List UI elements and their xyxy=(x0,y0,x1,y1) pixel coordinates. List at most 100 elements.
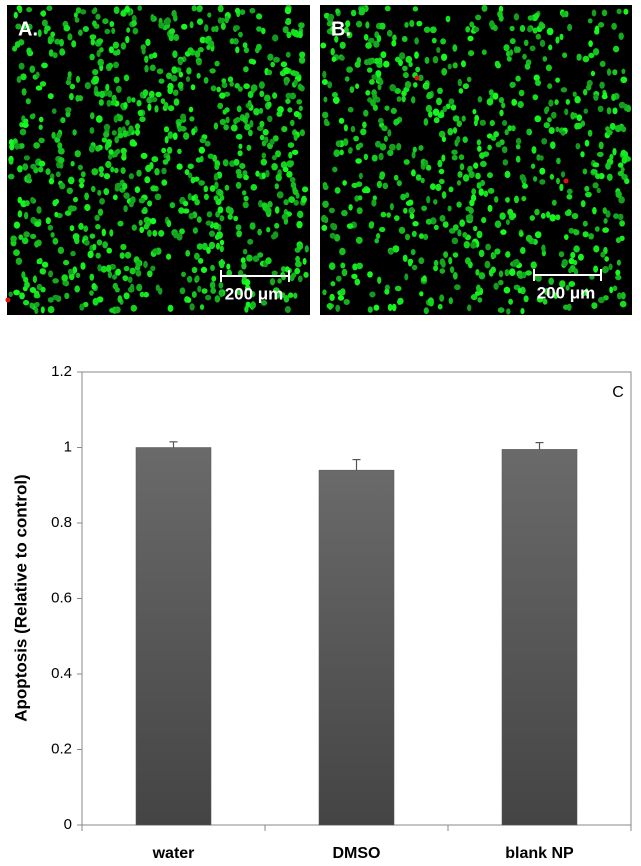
cell xyxy=(120,243,127,251)
cell xyxy=(475,172,481,180)
y-tick-label: 0.2 xyxy=(51,740,72,757)
cell xyxy=(354,278,361,286)
cell xyxy=(266,227,271,233)
cell xyxy=(463,241,470,249)
cell xyxy=(9,143,15,151)
cell xyxy=(95,145,101,152)
cell xyxy=(429,26,437,34)
cell xyxy=(260,300,268,306)
cell xyxy=(348,204,353,211)
cell xyxy=(69,93,74,101)
cell xyxy=(94,91,102,97)
cell xyxy=(84,204,91,211)
cell xyxy=(52,52,58,59)
cell xyxy=(593,48,600,56)
cell xyxy=(387,129,392,137)
cell xyxy=(550,141,556,149)
cell xyxy=(409,207,414,213)
cell xyxy=(293,133,298,141)
cell xyxy=(329,293,335,301)
cell xyxy=(481,217,487,224)
cell xyxy=(217,206,224,214)
cell xyxy=(531,146,537,154)
micrograph-b xyxy=(320,4,632,315)
cell xyxy=(515,155,521,163)
cell xyxy=(210,287,217,294)
cell xyxy=(366,67,373,73)
cell xyxy=(197,47,204,53)
cell xyxy=(179,287,186,295)
cell xyxy=(229,38,235,45)
apoptotic-cell xyxy=(414,75,420,81)
cell xyxy=(181,271,186,277)
cell xyxy=(160,98,166,104)
cell xyxy=(267,115,273,123)
cell xyxy=(511,125,516,132)
cell xyxy=(156,68,164,75)
cell xyxy=(467,165,473,173)
cell xyxy=(177,81,184,89)
cell xyxy=(598,296,605,304)
cell xyxy=(227,76,234,83)
cell xyxy=(556,157,561,165)
cell xyxy=(568,257,575,265)
cell xyxy=(343,138,349,146)
cell xyxy=(45,168,51,176)
cell xyxy=(486,98,494,106)
cell xyxy=(504,129,509,136)
cell xyxy=(534,231,542,239)
y-tick-label: 0.6 xyxy=(51,589,72,606)
cell xyxy=(582,220,588,227)
image-background xyxy=(320,5,632,315)
cell xyxy=(332,166,338,173)
cell xyxy=(242,116,247,123)
cell xyxy=(106,99,112,107)
cell xyxy=(386,29,393,37)
cell xyxy=(131,141,138,147)
cell xyxy=(580,151,585,158)
cell xyxy=(16,76,22,83)
cell xyxy=(69,83,76,90)
cell xyxy=(111,130,117,136)
cell xyxy=(476,230,483,239)
cell xyxy=(380,51,387,59)
cell xyxy=(239,163,246,169)
cell xyxy=(91,283,97,290)
cell xyxy=(293,199,299,206)
cell xyxy=(219,215,225,222)
cell xyxy=(423,233,429,240)
cell xyxy=(588,52,595,59)
cell xyxy=(565,99,570,105)
cell xyxy=(270,61,276,68)
cell xyxy=(112,50,119,56)
cell xyxy=(536,296,544,303)
cell xyxy=(377,276,382,284)
cell xyxy=(154,193,162,201)
cell xyxy=(267,101,272,108)
cell xyxy=(532,27,538,34)
cell xyxy=(498,5,504,13)
cell xyxy=(18,234,24,240)
cell xyxy=(78,29,83,36)
cell xyxy=(393,119,399,126)
cell xyxy=(23,211,29,220)
cell xyxy=(189,303,195,311)
cell xyxy=(419,291,424,297)
cell xyxy=(111,27,116,34)
cell xyxy=(66,187,74,195)
cell xyxy=(217,4,224,13)
cell xyxy=(281,292,286,298)
cell xyxy=(261,202,268,209)
cell xyxy=(566,209,572,216)
cell xyxy=(336,275,342,282)
cell xyxy=(69,225,75,232)
cell xyxy=(558,251,565,258)
cell xyxy=(114,136,119,144)
cell xyxy=(606,107,612,115)
cell xyxy=(452,44,458,52)
cell xyxy=(23,118,29,124)
cell xyxy=(285,17,292,24)
cell xyxy=(379,143,387,151)
cell xyxy=(72,266,78,274)
cell xyxy=(180,113,187,121)
